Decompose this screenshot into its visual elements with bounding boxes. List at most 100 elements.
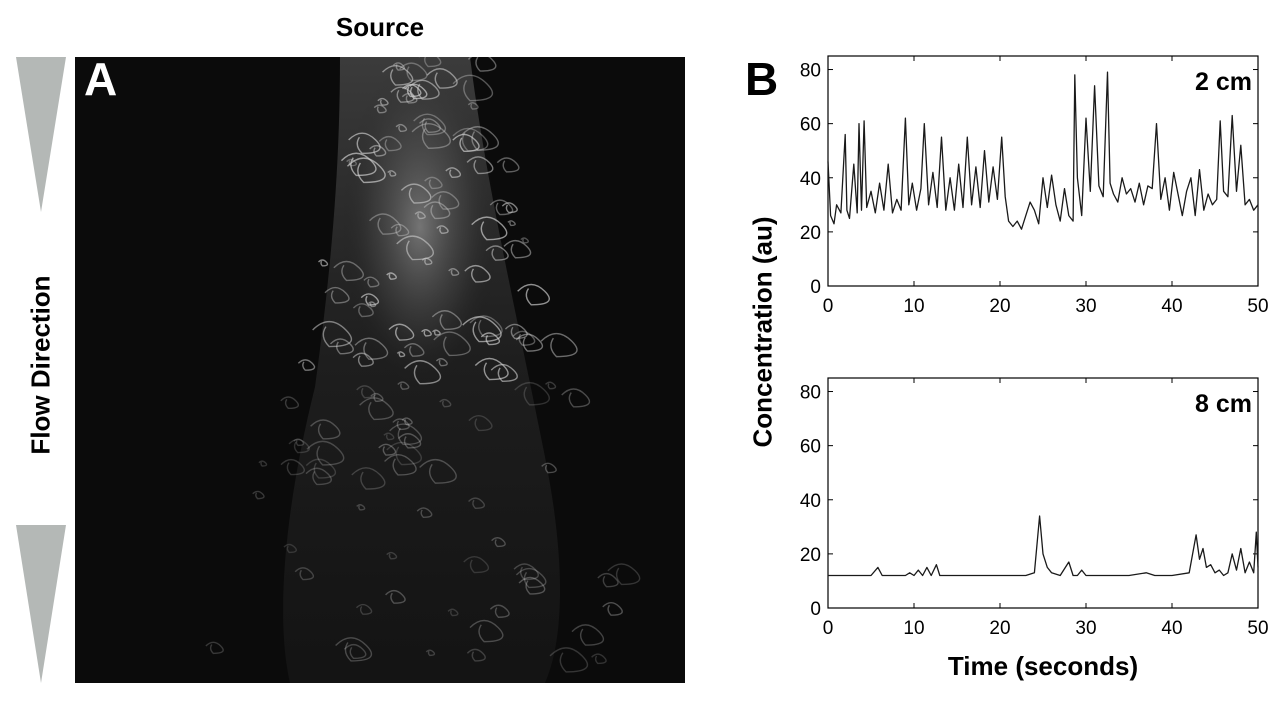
chart-8cm-series-line xyxy=(828,515,1259,577)
plume-swirl xyxy=(306,440,345,466)
plume-swirl xyxy=(386,441,422,466)
plume-swirl xyxy=(294,567,315,581)
plume-swirl xyxy=(515,567,547,589)
plume-swirl xyxy=(356,385,376,399)
chart-2cm-y-tick-label: 60 xyxy=(800,115,821,136)
plume-swirl xyxy=(431,191,460,210)
plume-swirl xyxy=(433,331,471,357)
plume-swirl xyxy=(571,624,605,646)
plume-swirl xyxy=(384,453,417,476)
plume-swirl xyxy=(409,79,440,100)
plume-swirl xyxy=(390,86,415,103)
plume-swirl xyxy=(252,490,265,500)
plume-swirl xyxy=(431,310,462,331)
plume-swirl xyxy=(471,216,508,241)
plume-swirl xyxy=(515,333,544,352)
plume-swirl xyxy=(387,170,397,177)
plume-swirl xyxy=(401,417,413,426)
plume-swirl xyxy=(418,57,442,68)
plume-swirl xyxy=(411,122,451,149)
chart-2cm-x-tick-label: 40 xyxy=(1161,296,1182,317)
plume-swirl xyxy=(318,259,329,267)
panel-b-letter: B xyxy=(745,53,779,105)
plume-swirl xyxy=(462,316,502,343)
plume-swirl xyxy=(447,608,459,617)
plume-swirl xyxy=(517,283,550,306)
plume-swirl xyxy=(310,419,341,440)
plume-swirl xyxy=(491,537,506,548)
plume-swirl xyxy=(297,359,316,371)
plume-swirl xyxy=(439,398,452,408)
chart-2cm-y-tick-label: 20 xyxy=(800,223,821,244)
plume-swirl xyxy=(346,157,386,184)
plume-swirl xyxy=(398,433,422,449)
plume-swirl xyxy=(469,619,504,643)
plume-swirl xyxy=(419,458,457,484)
plume-swirl xyxy=(424,176,443,190)
plume-swirl xyxy=(378,443,397,456)
chart-2cm-x-tick-label: 30 xyxy=(1075,296,1096,317)
plume-swirl xyxy=(489,604,510,618)
plume-swirl xyxy=(377,97,389,106)
plume-swirl xyxy=(425,649,436,657)
plume-swirl xyxy=(496,157,520,173)
plume-swirl xyxy=(363,276,380,288)
plume-swirl xyxy=(452,133,480,153)
plume-swirl xyxy=(397,381,410,390)
plume-swirl xyxy=(480,332,501,346)
x-axis-label: Time (seconds) xyxy=(947,651,1139,681)
plume-swirl xyxy=(343,643,367,660)
flow-direction-label: Flow Direction xyxy=(25,275,56,455)
plume-swirl xyxy=(469,315,503,338)
plume-swirl xyxy=(346,158,357,167)
plume-swirl xyxy=(435,358,448,367)
plume-swirl xyxy=(414,211,426,220)
plume-swirl xyxy=(258,460,268,467)
plume-swirl xyxy=(513,563,539,581)
plume-swirl xyxy=(205,641,224,655)
plume-swirl xyxy=(360,293,380,306)
plume-swirl xyxy=(305,458,337,479)
flow-arrow-down-bottom xyxy=(16,525,66,683)
chart-2cm-x-tick-label: 0 xyxy=(823,296,834,317)
plume-swirl xyxy=(448,268,460,276)
chart-8cm-annotation: 8 cm xyxy=(1195,390,1252,418)
plume-swirl xyxy=(390,223,410,237)
plume-swirl xyxy=(597,572,619,588)
plume-swirl xyxy=(389,423,423,446)
chart-8cm-y-tick-label: 40 xyxy=(800,491,821,512)
plume-swirl xyxy=(602,601,623,616)
plume-swirl xyxy=(426,68,458,89)
plume-swirl xyxy=(329,338,354,355)
plume-swirl xyxy=(452,74,494,102)
plume-swirl xyxy=(402,83,422,98)
plume-swirls xyxy=(205,57,641,673)
chart-2cm-annotation: 2 cm xyxy=(1195,68,1252,96)
plume-swirl xyxy=(432,329,441,336)
chart-2cm-y-tick-label: 80 xyxy=(800,61,821,82)
plume-swirl xyxy=(461,126,499,151)
plume-texture xyxy=(205,57,641,683)
plume-swirl xyxy=(359,397,394,421)
plume-swirl xyxy=(373,104,387,114)
plume-swirl xyxy=(392,62,406,71)
plume-swirl xyxy=(288,438,310,454)
plume-swirl xyxy=(518,576,546,595)
plume-swirl xyxy=(293,438,305,447)
plume-swirl xyxy=(355,603,373,615)
plume-swirl xyxy=(340,152,377,177)
plume-swirl xyxy=(474,357,509,381)
plume-swirl xyxy=(421,257,433,266)
chart-2cm-y-tick-label: 40 xyxy=(800,169,821,190)
plume-swirl xyxy=(378,135,402,152)
plume-swirl xyxy=(369,213,402,235)
plume-swirl xyxy=(324,286,350,304)
y-axis-label: Concentration (au) xyxy=(747,216,778,448)
plume-swirl xyxy=(464,264,491,283)
chart-8cm-x-tick-label: 50 xyxy=(1247,618,1268,639)
plume-swirl xyxy=(419,118,441,133)
chart-2cm: 0 10 20 30 40 50 0 20 40 60 80 2 cm xyxy=(800,55,1269,317)
flow-arrows xyxy=(16,57,66,683)
plume-swirl xyxy=(280,458,305,476)
plume-swirl xyxy=(413,113,447,136)
